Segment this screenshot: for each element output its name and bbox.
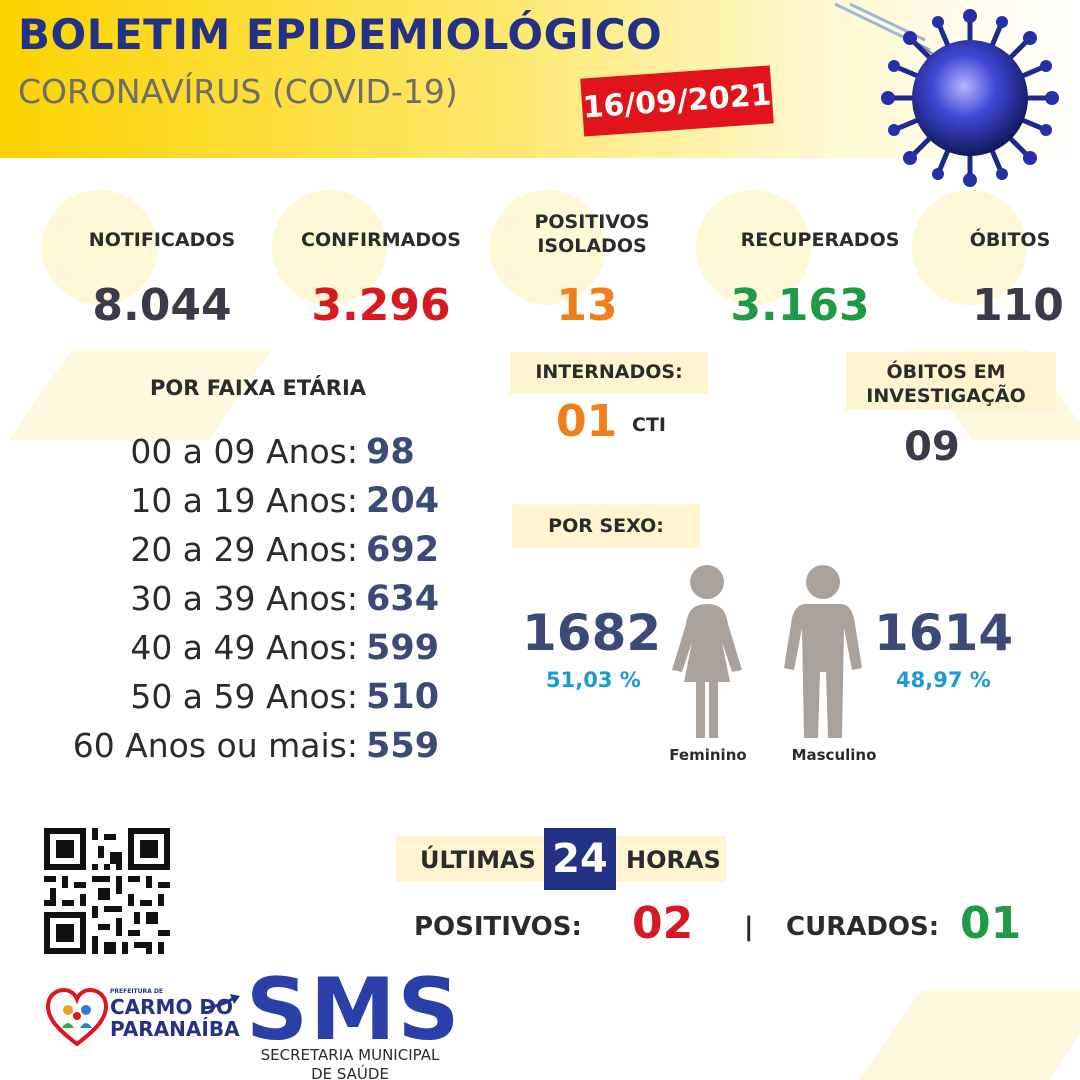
internados-unit: CTI bbox=[632, 414, 666, 436]
internados-value: 01 bbox=[556, 396, 618, 447]
stat-label-obitos: ÓBITOS bbox=[969, 229, 1051, 251]
decor-circle bbox=[272, 190, 387, 305]
stat-label-confirmados: CONFIRMADOS bbox=[301, 229, 461, 251]
stat-value-obitos: 110 bbox=[972, 280, 1064, 331]
internados-label: INTERNADOS: bbox=[535, 361, 683, 383]
prefeitura-name-line1: CARMO DO bbox=[110, 995, 234, 1019]
male-percent: 48,97 % bbox=[896, 668, 991, 692]
sms-subtitle: SECRETARIA MUNICIPAL DE SAÚDE bbox=[250, 1046, 450, 1080]
stat-label-recuperados: RECUPERADOS bbox=[740, 229, 900, 251]
page-title: BOLETIM EPIDEMIOLÓGICO bbox=[18, 10, 663, 59]
female-figure-icon bbox=[672, 565, 742, 738]
obitos-investigacao-value: 09 bbox=[904, 424, 960, 470]
male-label: Masculino bbox=[791, 746, 877, 764]
sex-highlight bbox=[512, 504, 700, 548]
age-row: 40 a 49 Anos: 599 bbox=[0, 628, 440, 674]
age-row: 00 a 09 Anos: 98 bbox=[0, 432, 440, 478]
age-row: 30 a 39 Anos: 634 bbox=[0, 579, 440, 625]
header-banner bbox=[0, 0, 1080, 158]
positivos-label: POSITIVOS: bbox=[414, 912, 582, 942]
sex-section-title: POR SEXO: bbox=[548, 515, 664, 537]
decor-circle bbox=[490, 190, 605, 305]
age-row-value: 98 bbox=[366, 432, 415, 472]
age-row-label: 50 a 59 Anos: bbox=[130, 677, 358, 716]
decor-circle bbox=[912, 190, 1027, 305]
female-percent: 51,03 % bbox=[546, 668, 641, 692]
age-row-value: 599 bbox=[366, 628, 440, 668]
obitos-investigacao-label: ÓBITOS EM INVESTIGAÇÃO bbox=[836, 360, 1056, 408]
separator: | bbox=[744, 912, 754, 942]
sms-subtitle-line: DE SAÚDE bbox=[311, 1065, 389, 1080]
female-label: Feminino bbox=[669, 746, 747, 764]
age-row-label: 20 a 29 Anos: bbox=[130, 530, 358, 569]
stat-label-line: POSITIVOS bbox=[534, 211, 650, 233]
age-row-label: 60 Anos ou mais: bbox=[72, 726, 358, 765]
qr-code-icon[interactable] bbox=[44, 828, 170, 954]
stat-label-notificados: NOTIFICADOS bbox=[88, 229, 236, 251]
stat-value-confirmados: 3.296 bbox=[311, 280, 451, 331]
prefeitura-name-line2: PARANAÍBA bbox=[110, 1017, 240, 1041]
decor-shape bbox=[858, 990, 1080, 1080]
stat-label-line: ISOLADOS bbox=[537, 235, 647, 257]
page-subtitle: CORONAVÍRUS (COVID-19) bbox=[18, 72, 458, 111]
curados-label: CURADOS: bbox=[786, 912, 940, 942]
obitos-investigacao-line: ÓBITOS EM bbox=[886, 361, 1006, 383]
age-row: 50 a 59 Anos: 510 bbox=[0, 677, 440, 723]
female-count: 1682 bbox=[522, 604, 662, 662]
age-row-label: 40 a 49 Anos: bbox=[130, 628, 358, 667]
stat-value-recuperados: 3.163 bbox=[730, 280, 870, 331]
age-row-value: 692 bbox=[366, 530, 440, 570]
stat-value-notificados: 8.044 bbox=[92, 280, 232, 331]
decor-circle bbox=[696, 190, 811, 305]
curados-value: 01 bbox=[960, 898, 1022, 949]
age-row-label: 00 a 09 Anos: bbox=[130, 432, 358, 471]
obitos-investigacao-highlight bbox=[846, 352, 1056, 410]
age-row-value: 510 bbox=[366, 677, 440, 717]
internados-highlight bbox=[510, 352, 708, 394]
last24-suffix: HORAS bbox=[626, 846, 721, 874]
male-figure-icon bbox=[784, 565, 862, 738]
prefeitura-heart-icon bbox=[46, 988, 108, 1046]
age-row: 60 Anos ou mais: 559 bbox=[0, 726, 440, 772]
male-count: 1614 bbox=[874, 604, 1014, 662]
stat-label-positivos-isolados: POSITIVOS ISOLADOS bbox=[502, 210, 682, 258]
age-section-title: POR FAIXA ETÁRIA bbox=[150, 376, 367, 400]
decor-circle bbox=[42, 190, 157, 305]
age-row-value: 204 bbox=[366, 481, 440, 521]
age-row-value: 634 bbox=[366, 579, 440, 619]
age-row-label: 30 a 39 Anos: bbox=[130, 579, 358, 618]
obitos-investigacao-line: INVESTIGAÇÃO bbox=[866, 385, 1026, 407]
positivos-value: 02 bbox=[632, 898, 694, 949]
stat-value-positivos-isolados: 13 bbox=[556, 280, 618, 331]
age-row-value: 559 bbox=[366, 726, 440, 766]
virus-icon bbox=[881, 9, 1059, 187]
prefeitura-small-label: PREFEITURA DE bbox=[110, 988, 163, 995]
sms-subtitle-line: SECRETARIA MUNICIPAL bbox=[260, 1046, 440, 1064]
last24-prefix: ÚLTIMAS bbox=[420, 846, 536, 874]
sms-logo: SMS bbox=[246, 960, 462, 1060]
last24-hours-box: 24 bbox=[544, 828, 616, 890]
age-row-label: 10 a 19 Anos: bbox=[130, 481, 358, 520]
arrow-icon bbox=[204, 994, 240, 1010]
age-row: 20 a 29 Anos: 692 bbox=[0, 530, 440, 576]
age-row: 10 a 19 Anos: 204 bbox=[0, 481, 440, 527]
